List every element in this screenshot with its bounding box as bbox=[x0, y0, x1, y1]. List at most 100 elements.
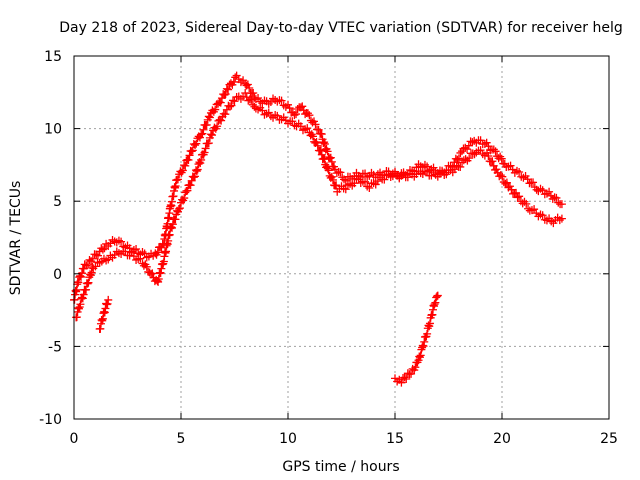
data-point bbox=[211, 105, 220, 114]
data-point bbox=[198, 129, 207, 138]
data-point bbox=[199, 125, 208, 134]
data-point bbox=[452, 161, 461, 170]
data-point bbox=[498, 172, 507, 181]
data-point bbox=[84, 278, 93, 287]
data-point bbox=[415, 353, 424, 362]
data-point bbox=[497, 154, 506, 163]
data-point bbox=[430, 300, 439, 309]
data-point bbox=[103, 299, 112, 308]
x-axis-label: GPS time / hours bbox=[282, 459, 399, 475]
data-point bbox=[432, 293, 441, 302]
data-point bbox=[545, 187, 554, 196]
data-point bbox=[142, 262, 151, 271]
data-point bbox=[178, 166, 187, 175]
data-point bbox=[88, 254, 97, 263]
data-point bbox=[230, 97, 239, 106]
x-tick-label: 15 bbox=[386, 431, 404, 447]
data-point bbox=[496, 171, 505, 180]
data-point bbox=[298, 102, 307, 111]
data-point bbox=[424, 321, 433, 330]
data-point bbox=[243, 80, 252, 89]
data-point bbox=[319, 154, 328, 163]
y-tick-label: 5 bbox=[53, 194, 62, 210]
data-point bbox=[505, 182, 514, 191]
data-point bbox=[98, 245, 107, 254]
data-point bbox=[204, 139, 213, 148]
data-point bbox=[171, 215, 180, 224]
data-point bbox=[247, 95, 256, 104]
data-point bbox=[328, 175, 337, 184]
data-point bbox=[525, 179, 534, 188]
data-point bbox=[464, 141, 473, 150]
data-point bbox=[303, 109, 312, 118]
data-point bbox=[193, 165, 202, 174]
data-point bbox=[332, 169, 341, 178]
data-point bbox=[74, 304, 83, 313]
data-point bbox=[202, 120, 211, 129]
series-main-lower bbox=[72, 89, 566, 322]
data-point bbox=[305, 111, 314, 120]
data-point bbox=[312, 138, 321, 147]
data-point bbox=[400, 373, 409, 382]
data-point bbox=[320, 155, 329, 164]
data-point bbox=[197, 155, 206, 164]
data-point bbox=[82, 285, 91, 294]
data-point bbox=[327, 157, 336, 166]
data-point bbox=[397, 378, 406, 387]
data-point bbox=[476, 146, 485, 155]
data-point bbox=[117, 237, 126, 246]
data-point bbox=[380, 175, 389, 184]
data-point bbox=[249, 89, 258, 98]
data-point bbox=[316, 146, 325, 155]
data-point bbox=[336, 168, 345, 177]
data-point bbox=[205, 113, 214, 122]
data-point bbox=[484, 151, 493, 160]
data-point bbox=[433, 291, 442, 300]
data-point bbox=[258, 106, 267, 115]
data-point bbox=[192, 139, 201, 148]
data-point bbox=[173, 175, 182, 184]
data-point bbox=[288, 117, 297, 126]
data-point bbox=[548, 194, 557, 203]
data-point bbox=[224, 85, 233, 94]
data-point bbox=[241, 89, 250, 98]
data-point bbox=[220, 90, 229, 99]
data-point bbox=[74, 278, 83, 287]
data-point bbox=[529, 178, 538, 187]
x-tick-label: 25 bbox=[600, 431, 618, 447]
data-point bbox=[78, 294, 87, 303]
data-point bbox=[180, 161, 189, 170]
data-point bbox=[303, 124, 312, 133]
data-point bbox=[187, 147, 196, 156]
data-point bbox=[285, 104, 294, 113]
data-point bbox=[188, 146, 197, 155]
data-point bbox=[554, 198, 563, 207]
data-point bbox=[197, 130, 206, 139]
data-point bbox=[411, 363, 420, 372]
y-tick-label: -10 bbox=[39, 412, 62, 428]
data-point bbox=[538, 186, 547, 195]
x-tick-marks: 0 5 10 15 20 25 bbox=[70, 56, 618, 447]
data-point bbox=[419, 342, 428, 351]
chart-title: Day 218 of 2023, Sidereal Day-to-day VTE… bbox=[59, 20, 622, 36]
data-point bbox=[79, 290, 88, 299]
y-tick-label: 10 bbox=[44, 122, 62, 138]
plot-border bbox=[73, 55, 610, 420]
data-point bbox=[292, 110, 301, 119]
series-segment-b bbox=[391, 291, 442, 387]
data-point bbox=[484, 142, 493, 151]
data-point bbox=[153, 248, 162, 257]
data-point bbox=[461, 155, 470, 164]
y-tick-marks: -10 -5 0 5 10 15 bbox=[39, 49, 609, 428]
data-point bbox=[492, 165, 501, 174]
data-point bbox=[482, 138, 491, 147]
data-point bbox=[180, 194, 189, 203]
data-point bbox=[86, 270, 95, 279]
data-point bbox=[175, 204, 184, 213]
data-point bbox=[104, 295, 113, 304]
data-point bbox=[463, 145, 472, 154]
data-point bbox=[456, 148, 465, 157]
data-point bbox=[321, 145, 330, 154]
data-point bbox=[425, 319, 434, 328]
